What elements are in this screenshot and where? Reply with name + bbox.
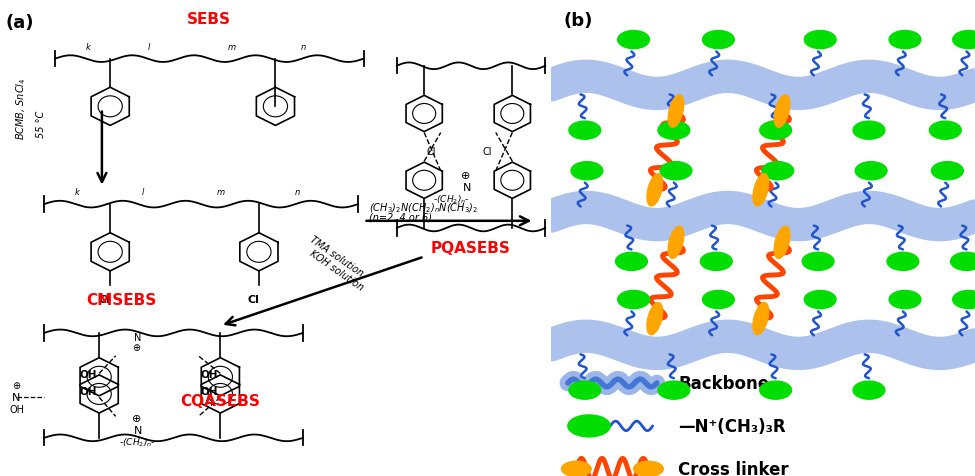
Ellipse shape	[615, 253, 647, 271]
Text: (CH$_3$)$_2$N(CH$_2$)$_n$N(CH$_3$)$_2$: (CH$_3$)$_2$N(CH$_2$)$_n$N(CH$_3$)$_2$	[370, 200, 479, 214]
Ellipse shape	[568, 122, 601, 140]
Ellipse shape	[761, 162, 794, 180]
Text: $\oplus$: $\oplus$	[132, 412, 141, 423]
Text: n: n	[294, 188, 300, 197]
Ellipse shape	[853, 381, 885, 399]
Text: (n=2, 4 or 6): (n=2, 4 or 6)	[370, 212, 432, 222]
Text: Cross linker: Cross linker	[679, 460, 789, 476]
Text: OH: OH	[201, 369, 218, 379]
Text: TMA solution: TMA solution	[307, 234, 365, 278]
Text: PQASEBS: PQASEBS	[431, 240, 511, 255]
Text: BCMB, SnCl$_4$: BCMB, SnCl$_4$	[14, 77, 27, 139]
Ellipse shape	[889, 291, 921, 309]
Text: -(CH$_2$)$_n$-: -(CH$_2$)$_n$-	[119, 436, 156, 448]
Text: m: m	[227, 43, 235, 52]
Text: (b): (b)	[564, 12, 593, 30]
Text: Cl: Cl	[248, 294, 259, 304]
Text: k: k	[86, 43, 91, 52]
Ellipse shape	[889, 31, 921, 50]
Ellipse shape	[753, 303, 768, 335]
Text: N: N	[13, 392, 20, 402]
Text: (a): (a)	[6, 14, 34, 32]
Text: OH: OH	[9, 404, 24, 414]
Ellipse shape	[647, 174, 663, 207]
Ellipse shape	[658, 381, 689, 399]
Text: l: l	[142, 188, 144, 197]
Ellipse shape	[774, 227, 790, 259]
Ellipse shape	[760, 122, 792, 140]
Text: OH: OH	[201, 386, 218, 396]
Text: n: n	[300, 43, 305, 52]
Ellipse shape	[855, 162, 887, 180]
Ellipse shape	[700, 253, 732, 271]
Ellipse shape	[804, 31, 837, 50]
Ellipse shape	[668, 227, 683, 259]
Text: N: N	[463, 182, 471, 192]
Ellipse shape	[571, 162, 603, 180]
Text: Cl: Cl	[98, 294, 110, 304]
Text: CMSEBS: CMSEBS	[86, 293, 156, 307]
Text: $\oplus$: $\oplus$	[460, 169, 471, 180]
Text: Cl: Cl	[482, 147, 491, 157]
Ellipse shape	[567, 415, 610, 437]
Ellipse shape	[804, 291, 837, 309]
Ellipse shape	[953, 31, 975, 50]
Text: KOH solution: KOH solution	[307, 248, 365, 292]
Text: CQASEBS: CQASEBS	[180, 393, 260, 407]
Ellipse shape	[753, 174, 768, 207]
Ellipse shape	[647, 303, 663, 335]
Text: N: N	[134, 332, 141, 342]
Text: l: l	[147, 43, 150, 52]
Ellipse shape	[703, 291, 734, 309]
Ellipse shape	[668, 96, 683, 128]
Text: 55 °C: 55 °C	[36, 110, 46, 138]
Text: SEBS: SEBS	[187, 12, 231, 27]
Ellipse shape	[802, 253, 834, 271]
Text: $\oplus$: $\oplus$	[12, 379, 21, 390]
Ellipse shape	[660, 162, 692, 180]
Text: OH: OH	[79, 386, 97, 396]
Ellipse shape	[929, 122, 961, 140]
Text: —N⁺(CH₃)₃R: —N⁺(CH₃)₃R	[679, 417, 786, 435]
Ellipse shape	[951, 253, 975, 271]
Text: Backbone: Backbone	[679, 374, 769, 392]
Ellipse shape	[618, 31, 649, 50]
Ellipse shape	[953, 291, 975, 309]
Ellipse shape	[703, 31, 734, 50]
Ellipse shape	[887, 253, 918, 271]
Ellipse shape	[618, 291, 649, 309]
Ellipse shape	[562, 461, 591, 476]
Text: N: N	[134, 425, 142, 435]
Ellipse shape	[568, 381, 601, 399]
Text: OH: OH	[79, 369, 97, 379]
Text: m: m	[216, 188, 224, 197]
Ellipse shape	[853, 122, 885, 140]
Ellipse shape	[774, 96, 790, 128]
Ellipse shape	[634, 461, 663, 476]
Ellipse shape	[931, 162, 963, 180]
Ellipse shape	[658, 122, 689, 140]
Text: k: k	[75, 188, 80, 197]
Text: -(CH$_2$)$_n$-: -(CH$_2$)$_n$-	[433, 193, 470, 206]
Text: $\oplus$: $\oplus$	[132, 341, 141, 352]
Text: Cl: Cl	[427, 147, 437, 157]
Ellipse shape	[760, 381, 792, 399]
